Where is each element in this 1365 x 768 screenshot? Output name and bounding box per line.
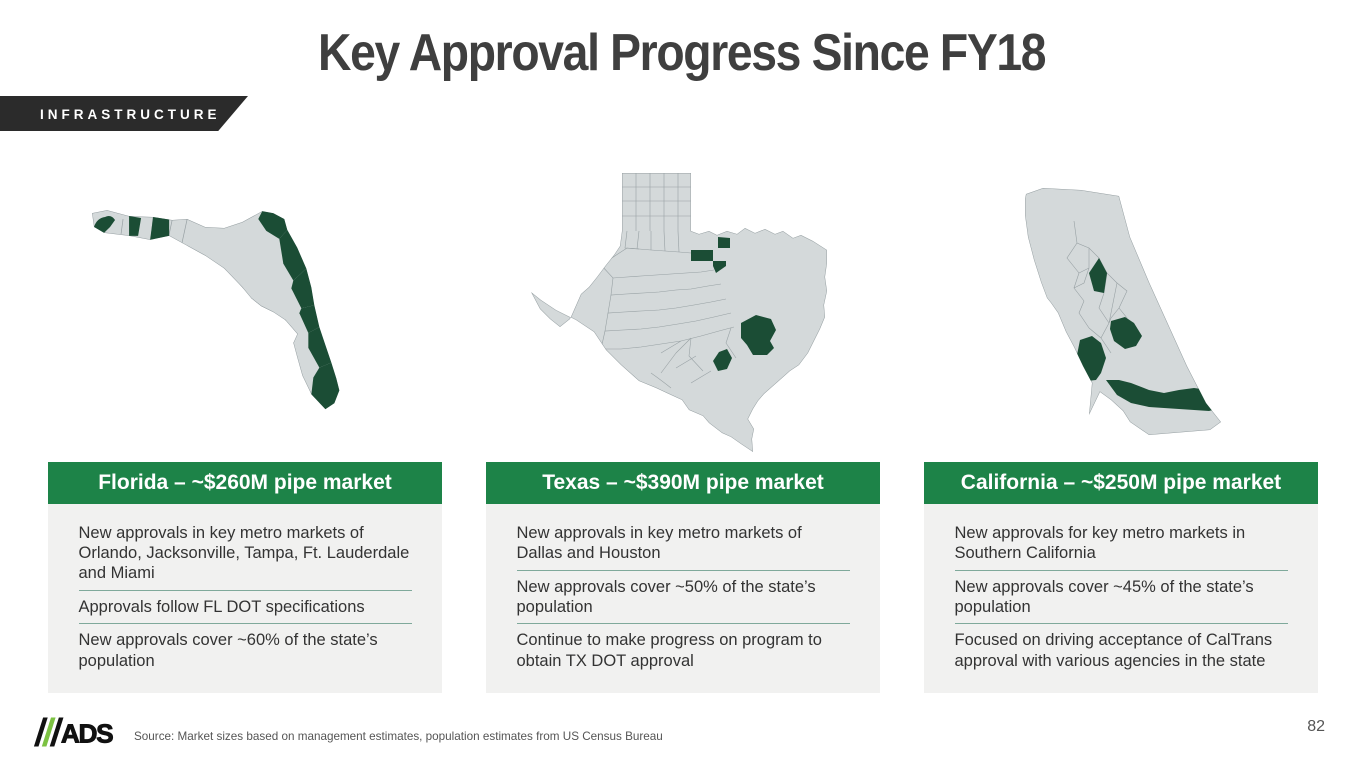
svg-text:ADS: ADS xyxy=(61,719,113,748)
